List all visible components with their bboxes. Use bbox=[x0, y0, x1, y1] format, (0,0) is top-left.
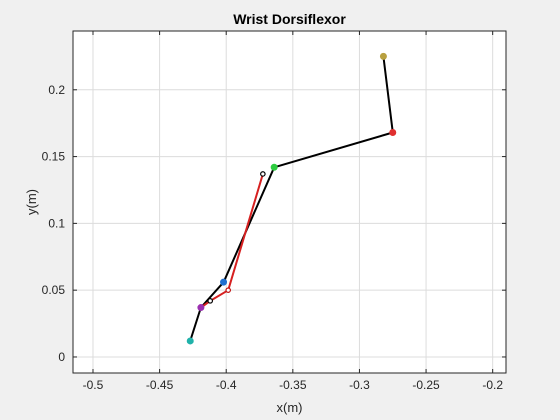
data-point bbox=[220, 278, 228, 286]
data-series bbox=[189, 56, 394, 342]
data-point bbox=[197, 304, 205, 312]
y-tick-label: 0.2 bbox=[48, 83, 65, 97]
x-tick-label: -0.25 bbox=[412, 378, 440, 392]
data-markers bbox=[186, 52, 397, 345]
x-axis-label: x(m) bbox=[277, 400, 303, 415]
x-tick-label: -0.4 bbox=[216, 378, 237, 392]
series-line-1 bbox=[189, 56, 394, 342]
data-point-hollow bbox=[207, 298, 214, 304]
x-tick-label: -0.45 bbox=[146, 378, 174, 392]
data-point-hollow bbox=[225, 287, 232, 293]
plot-area bbox=[72, 30, 507, 374]
grid-lines bbox=[73, 31, 506, 373]
y-tick-label: 0.1 bbox=[48, 216, 65, 230]
x-tick-label: -0.2 bbox=[482, 378, 503, 392]
axis-ticks: -0.5 -0.45 -0.4 -0.35 -0.3 -0.25 -0.2 0 0.05 0.1 0… bbox=[42, 31, 506, 392]
plot-frame bbox=[72, 30, 507, 374]
y-tick-label: 0.15 bbox=[42, 150, 66, 164]
data-point bbox=[379, 52, 387, 60]
x-tick-label: -0.35 bbox=[279, 378, 307, 392]
data-point-hollow bbox=[260, 171, 266, 177]
y-axis-label: y(m) bbox=[24, 189, 39, 215]
series-line-2 bbox=[200, 173, 264, 309]
y-tick-label: 0 bbox=[58, 350, 65, 364]
x-tick-label: -0.5 bbox=[83, 378, 104, 392]
x-tick-label: -0.3 bbox=[349, 378, 370, 392]
chart-title: Wrist Dorsiflexor bbox=[233, 11, 346, 27]
data-point bbox=[186, 337, 194, 345]
y-tick-label: 0.05 bbox=[42, 283, 66, 297]
data-point bbox=[389, 129, 397, 137]
data-point bbox=[270, 163, 278, 171]
